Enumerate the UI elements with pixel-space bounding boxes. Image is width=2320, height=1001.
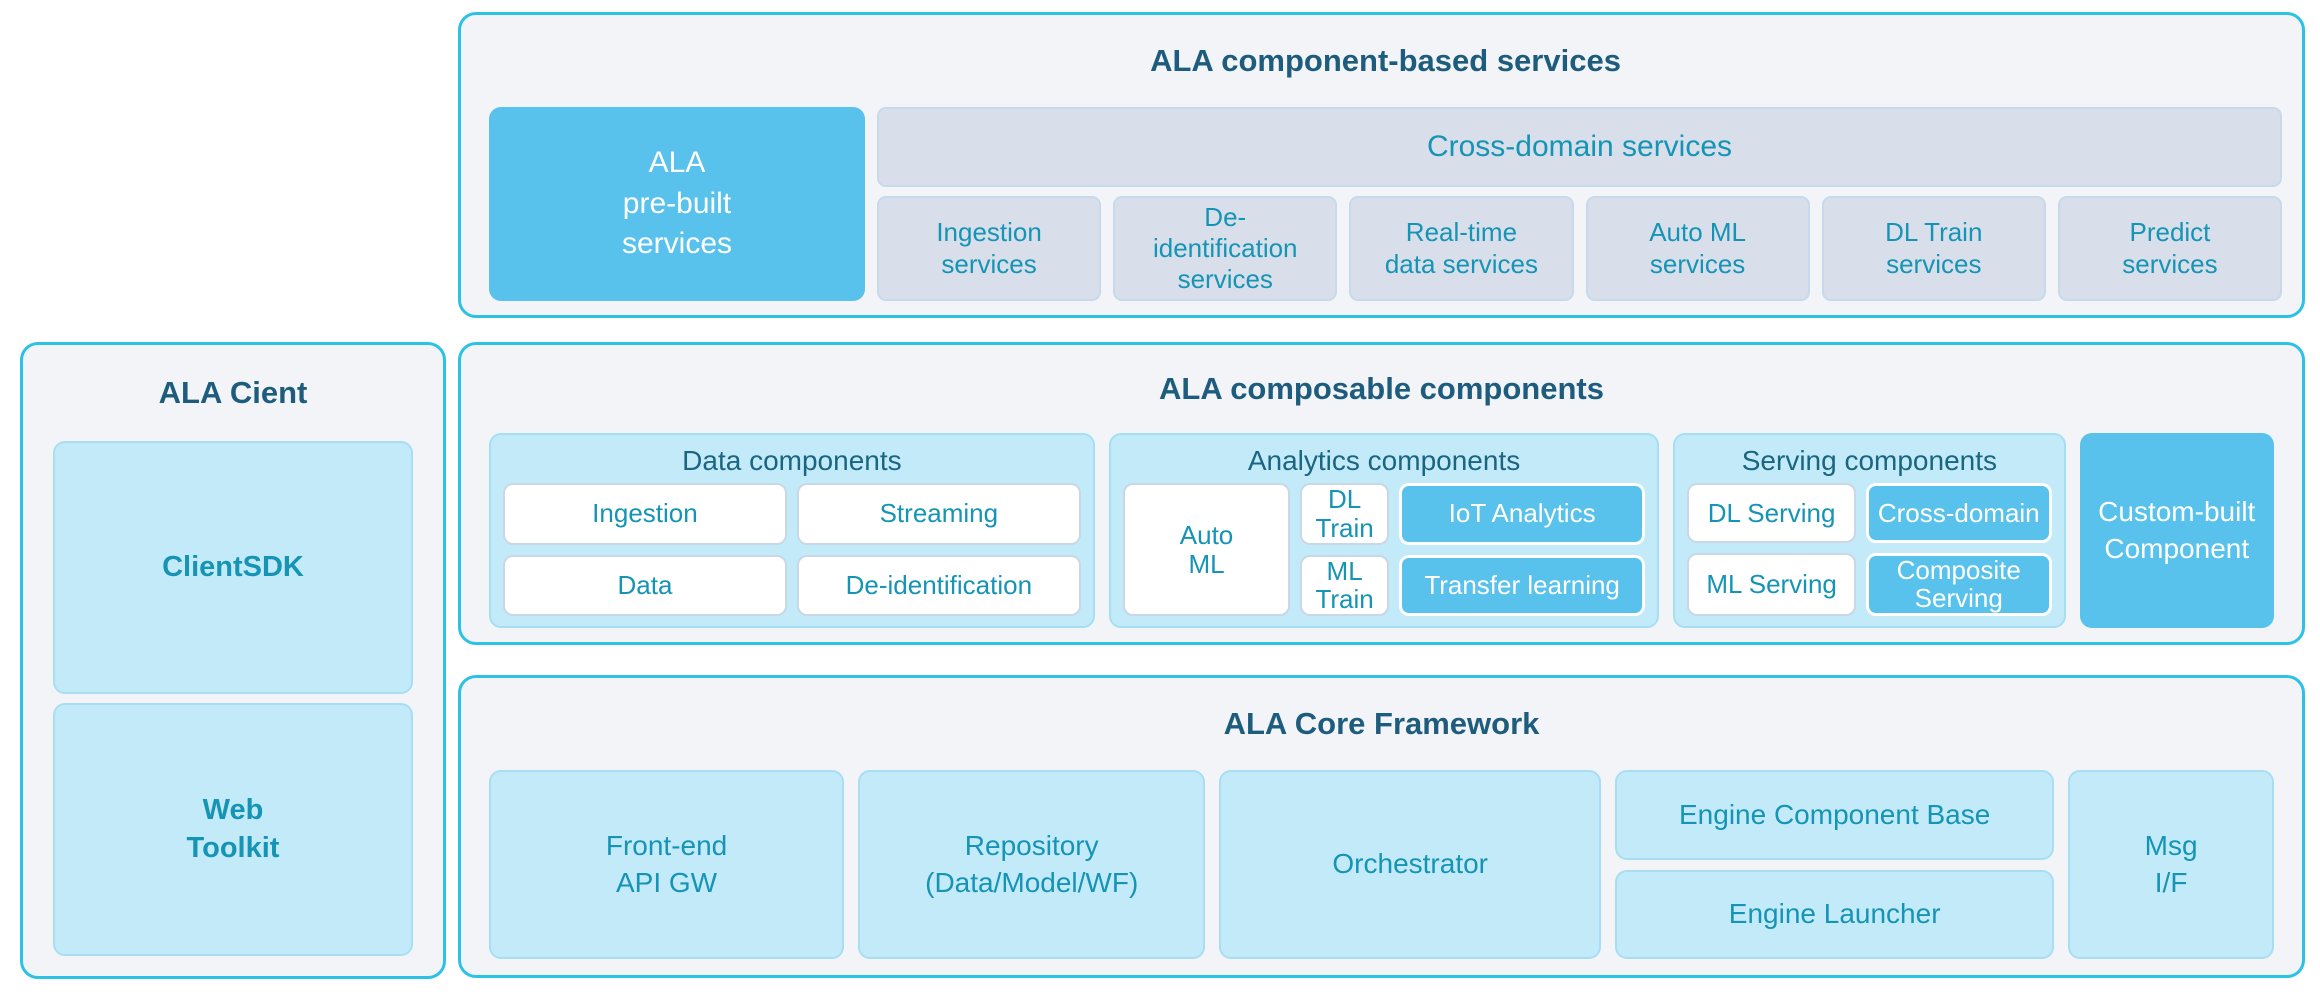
- composable-components-panel: ALA composable components Data component…: [458, 342, 2305, 645]
- serving-components-group: Serving components DL Serving Cross-doma…: [1673, 433, 2066, 628]
- orchestrator-box: Orchestrator: [1219, 770, 1602, 959]
- real-time-data-services-box: Real-time data services: [1349, 196, 1574, 301]
- serving-components-grid: DL Serving Cross-domain ML Serving Compo…: [1687, 483, 2052, 616]
- auto-ml-box: Auto ML: [1122, 483, 1291, 616]
- cross-domain-box: Cross-domain: [1865, 483, 2052, 543]
- predict-services-box: Predict services: [2057, 196, 2283, 301]
- msg-if-box: Msg I/F: [2068, 770, 2274, 959]
- services-panel-content: ALA pre-built services Cross-domain serv…: [489, 107, 2283, 301]
- data-components-title: Data components: [682, 445, 902, 476]
- services-right-column: Cross-domain services Ingestion services…: [877, 107, 2283, 301]
- custom-built-component-box: Custom-built Component: [2079, 433, 2274, 628]
- ala-client-panel: ALA Cient ClientSDK Web Toolkit: [20, 342, 446, 979]
- core-framework-panel: ALA Core Framework Front-end API GW Repo…: [458, 675, 2305, 978]
- core-panel-title: ALA Core Framework: [1223, 706, 1540, 741]
- iot-analytics-box: IoT Analytics: [1398, 483, 1646, 545]
- dl-train-services-box: DL Train services: [1821, 196, 2046, 301]
- data-component-box: Data: [503, 554, 787, 616]
- analytics-components-grid: DL Train Auto ML IoT Analytics ML Train …: [1122, 483, 1646, 616]
- client-panel-boxes: ClientSDK Web Toolkit: [53, 441, 413, 956]
- composable-panel-content: Data components Ingestion Streaming Data…: [489, 433, 2274, 628]
- composable-panel-title: ALA composable components: [1159, 371, 1604, 406]
- auto-ml-services-box: Auto ML services: [1585, 196, 1810, 301]
- ala-prebuilt-services-box: ALA pre-built services: [489, 107, 865, 301]
- engine-launcher-box: Engine Launcher: [1615, 869, 2055, 959]
- client-panel-title: ALA Cient: [158, 375, 308, 410]
- client-sdk-box: ClientSDK: [53, 441, 413, 694]
- composite-serving-box: Composite Serving: [1865, 552, 2052, 616]
- streaming-component-box: Streaming: [796, 483, 1081, 545]
- services-row: Ingestion services De- identification se…: [877, 196, 2283, 301]
- core-panel-content: Front-end API GW Repository (Data/Model/…: [489, 770, 2274, 959]
- analytics-components-group: Analytics components DL Train Auto ML Io…: [1108, 433, 1660, 628]
- dl-serving-box: DL Serving: [1687, 483, 1856, 543]
- front-end-api-gw-box: Front-end API GW: [489, 770, 845, 959]
- de-identification-component-box: De-identification: [796, 554, 1081, 616]
- dl-train-box: DL Train: [1300, 483, 1389, 545]
- serving-components-title: Serving components: [1741, 445, 1998, 476]
- ml-train-box: ML Train: [1300, 554, 1389, 616]
- data-components-grid: Ingestion Streaming Data De-identificati…: [503, 483, 1081, 616]
- engine-column: Engine Component Base Engine Launcher: [1615, 770, 2055, 959]
- engine-component-base-box: Engine Component Base: [1615, 770, 2055, 860]
- component-based-services-panel: ALA component-based services ALA pre-bui…: [458, 12, 2305, 318]
- ml-serving-box: ML Serving: [1687, 552, 1856, 616]
- ingestion-services-box: Ingestion services: [877, 196, 1102, 301]
- analytics-components-title: Analytics components: [1247, 445, 1521, 476]
- transfer-learning-box: Transfer learning: [1398, 554, 1646, 616]
- de-identification-services-box: De- identification services: [1113, 196, 1338, 301]
- repository-box: Repository (Data/Model/WF): [858, 770, 1206, 959]
- services-panel-title: ALA component-based services: [1150, 43, 1621, 78]
- ingestion-component-box: Ingestion: [503, 483, 787, 545]
- cross-domain-services-bar: Cross-domain services: [877, 107, 2282, 187]
- web-toolkit-box: Web Toolkit: [53, 703, 413, 956]
- data-components-group: Data components Ingestion Streaming Data…: [489, 433, 1095, 628]
